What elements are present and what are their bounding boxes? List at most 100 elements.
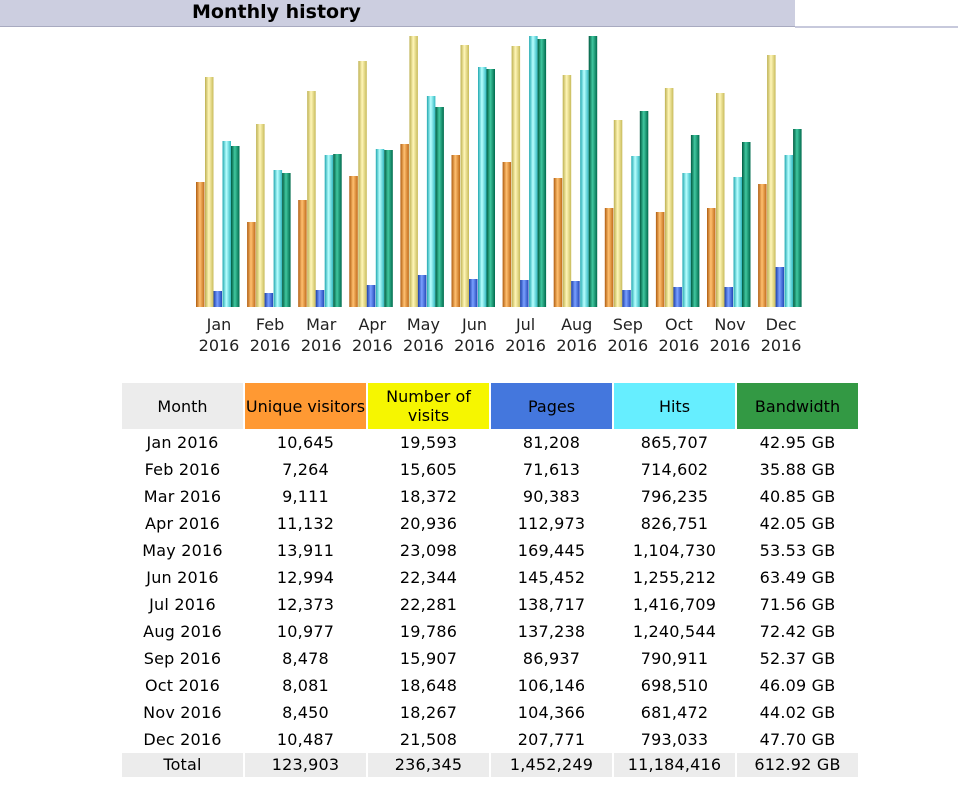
cell-visits: 18,267 [399,703,458,722]
header-month: Month [122,383,243,429]
cell-month: Sep 2016 [143,649,222,668]
bar-hits-may [426,96,436,307]
bar-bandwidth-may [435,107,444,307]
bar-hits-nov [733,177,742,307]
header-unique-visitors: Unique visitors [245,383,366,429]
bar-unique-aug [553,178,563,307]
bar-bandwidth-feb [282,173,291,307]
bar-hits-oct [682,173,691,307]
bar-visits-may [409,36,418,307]
table-row: Nov 2016 8,450 18,267 104,366 681,472 44.02 G… [122,699,858,726]
x-tick-label: Nov 2016 [704,314,756,356]
bar-unique-feb [247,222,256,307]
x-tick-label: Jul 2016 [500,314,552,356]
bar-pages-jul [520,280,529,307]
x-tick-label: Aug 2016 [551,314,603,356]
cell-bandwidth: 71.56 GB [759,595,836,614]
cell-hits: 1,104,730 [632,541,717,560]
cell-pages: 81,208 [522,433,581,452]
bar-visits-sep [613,120,623,307]
table-body: Jan 2016 10,645 19,593 81,208 865,707 42.95 G… [122,429,858,777]
x-tick-label: May 2016 [397,314,449,356]
bar-bandwidth-mar [333,154,342,307]
bar-hits-jan [222,141,231,307]
table-header-row: Month Unique visitors Number of visits P… [122,383,858,429]
header-bandwidth: Bandwidth [737,383,858,429]
x-tick-label: Apr 2016 [346,314,398,356]
x-tick-month: Nov [714,315,746,334]
bar-bandwidth-apr [384,150,393,307]
cell-hits: 714,602 [640,460,709,479]
cell-pages: 138,717 [517,595,586,614]
x-tick-month: Dec [765,315,797,334]
bar-unique-jan [196,182,205,307]
cell-hits: 796,235 [640,487,709,506]
bar-hits-sep [631,156,640,307]
x-tick-year: 2016 [556,336,598,355]
x-tick-year: 2016 [403,336,444,355]
section-title: Monthly history [192,1,361,23]
cell-unique-visitors: 8,478 [282,649,329,668]
cell-bandwidth: 63.49 GB [759,568,836,587]
x-tick-year: 2016 [249,336,291,355]
cell-hits: 790,911 [640,649,709,668]
bar-hits-aug [580,70,589,307]
cell-visits: 19,786 [399,622,458,641]
cell-pages: 207,771 [517,730,586,749]
table-row: Apr 2016 11,132 20,936 112,973 826,751 42.05 … [122,510,858,537]
x-tick-month: Mar [306,315,337,334]
bar-pages-jan [213,291,222,307]
x-tick-label: Oct 2016 [653,314,705,356]
bar-bandwidth-nov [742,142,751,307]
bar-visits-aug [562,75,572,307]
cell-unique-visitors: 9,111 [282,487,329,506]
bar-visits-oct [664,88,674,307]
x-tick-month: Apr [358,315,387,334]
x-tick-year: 2016 [709,336,751,355]
cell-pages: 112,973 [517,514,586,533]
cell-pages: 104,366 [517,703,586,722]
cell-visits: 15,907 [399,649,458,668]
cell-pages: 90,383 [522,487,581,506]
bar-bandwidth-dec [793,129,802,307]
x-tick-label: Jun 2016 [449,314,501,356]
x-tick-label: Jan 2016 [193,314,245,356]
bar-bandwidth-oct [690,135,700,307]
bar-pages-sep [622,290,631,307]
bar-hits-apr [375,149,385,307]
header-pages: Pages [491,383,612,429]
bar-pages-jun [469,279,478,307]
table-row: Jun 2016 12,994 22,344 145,452 1,255,212 63.4… [122,564,858,591]
cell-unique-visitors: 12,373 [276,595,335,614]
bar-bandwidth-jul [537,39,547,307]
cell-bandwidth: 52.37 GB [759,649,836,668]
cell-pages: 145,452 [517,568,586,587]
cell-pages: 71,613 [522,460,581,479]
cell-pages: 169,445 [517,541,586,560]
table-row: Sep 2016 8,478 15,907 86,937 790,911 52.37 GB [122,645,858,672]
cell-unique-visitors: 12,994 [276,568,335,587]
cell-month: Aug 2016 [143,622,222,641]
bar-unique-nov [707,208,716,307]
x-tick-year: 2016 [198,336,240,355]
cell-hits: 865,707 [640,433,709,452]
cell-hits: 826,751 [640,514,709,533]
bar-unique-dec [758,184,767,307]
bar-pages-may [417,275,427,307]
bar-pages-feb [264,293,274,307]
bar-visits-nov [716,93,725,307]
table-row: Jan 2016 10,645 19,593 81,208 865,707 42.95 G… [122,429,858,456]
cell-bandwidth: 42.05 GB [759,514,836,533]
cell-month: Oct 2016 [144,676,221,695]
cell-month: Jul 2016 [149,595,216,614]
section-title-bar: Monthly history [0,0,795,27]
cell-month: Jan 2016 [146,433,219,452]
monthly-history-chart [196,36,802,307]
bar-pages-mar [315,290,325,307]
cell-visits: 22,281 [399,595,458,614]
cell-unique-visitors: 13,911 [276,541,335,560]
cell-hits: 698,510 [640,676,709,695]
bar-unique-sep [604,208,614,307]
x-tick-label: Sep 2016 [602,314,654,356]
table-row: Jul 2016 12,373 22,281 138,717 1,416,709 71.5… [122,591,858,618]
